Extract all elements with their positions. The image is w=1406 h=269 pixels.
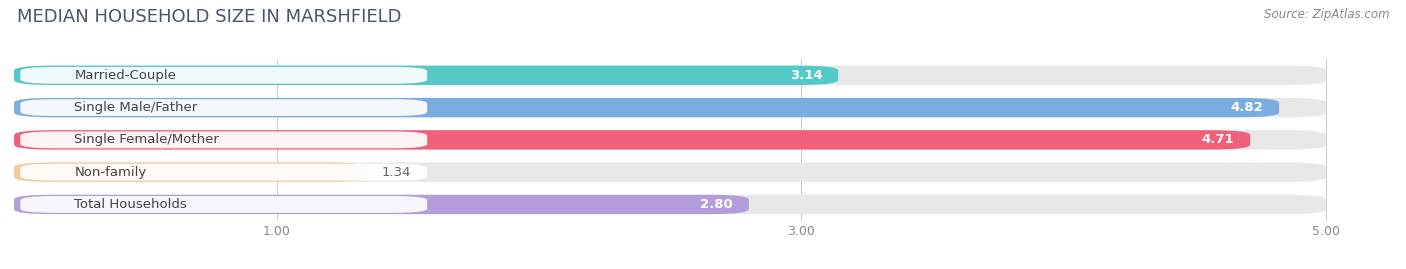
FancyBboxPatch shape <box>14 98 1326 117</box>
FancyBboxPatch shape <box>14 66 1326 85</box>
FancyBboxPatch shape <box>14 195 1326 214</box>
FancyBboxPatch shape <box>20 132 427 148</box>
FancyBboxPatch shape <box>20 67 427 84</box>
Text: 2.80: 2.80 <box>700 198 733 211</box>
FancyBboxPatch shape <box>14 98 1279 117</box>
Text: Non-family: Non-family <box>75 166 146 179</box>
Text: Single Female/Mother: Single Female/Mother <box>75 133 219 146</box>
FancyBboxPatch shape <box>20 196 427 213</box>
Text: Source: ZipAtlas.com: Source: ZipAtlas.com <box>1264 8 1389 21</box>
FancyBboxPatch shape <box>14 162 1326 182</box>
Text: 4.71: 4.71 <box>1202 133 1234 146</box>
Text: Single Male/Father: Single Male/Father <box>75 101 198 114</box>
Text: Total Households: Total Households <box>75 198 187 211</box>
FancyBboxPatch shape <box>14 195 749 214</box>
FancyBboxPatch shape <box>14 130 1250 150</box>
Text: Married-Couple: Married-Couple <box>75 69 176 82</box>
FancyBboxPatch shape <box>14 130 1326 150</box>
Text: 4.82: 4.82 <box>1230 101 1264 114</box>
FancyBboxPatch shape <box>14 162 366 182</box>
FancyBboxPatch shape <box>14 66 838 85</box>
Text: 1.34: 1.34 <box>381 166 411 179</box>
Text: MEDIAN HOUSEHOLD SIZE IN MARSHFIELD: MEDIAN HOUSEHOLD SIZE IN MARSHFIELD <box>17 8 401 26</box>
FancyBboxPatch shape <box>20 164 427 180</box>
Text: 3.14: 3.14 <box>790 69 823 82</box>
FancyBboxPatch shape <box>20 99 427 116</box>
